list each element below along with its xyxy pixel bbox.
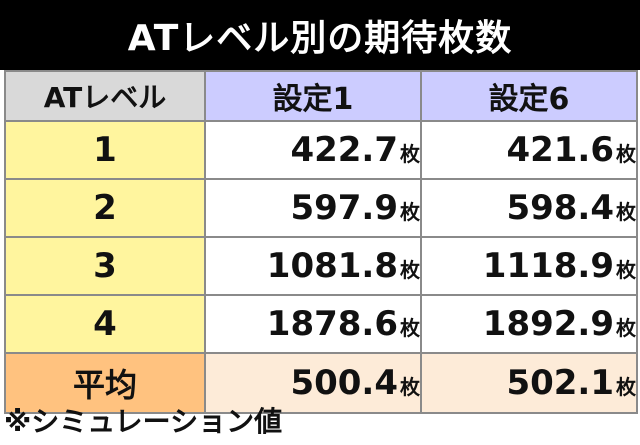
footnote: ※シミュレーション値: [4, 405, 283, 438]
setting6-value-cell: 1892.9 枚: [420, 294, 638, 354]
average-label-cell: 平均: [4, 352, 206, 414]
table-row: 2 597.9 枚 598.4 枚: [4, 178, 638, 238]
setting6-value-cell: 1118.9 枚: [420, 236, 638, 296]
average-setting6-cell: 502.1 枚: [420, 352, 638, 414]
unit-label: 枚: [616, 316, 636, 340]
setting6-value-cell: 598.4 枚: [420, 178, 638, 238]
value: 1878.6: [266, 304, 398, 344]
level-cell: 2: [4, 178, 206, 238]
page-title: ATレベル別の期待枚数: [0, 0, 640, 70]
value: 1081.8: [266, 246, 398, 286]
unit-label: 枚: [616, 142, 636, 166]
level-cell: 1: [4, 120, 206, 180]
value: 500.4: [290, 363, 398, 403]
table-row: 3 1081.8 枚 1118.9 枚: [4, 236, 638, 296]
value: 1892.9: [482, 304, 614, 344]
setting1-value-cell: 597.9 枚: [204, 178, 422, 238]
unit-label: 枚: [400, 316, 420, 340]
average-row: 平均 500.4 枚 502.1 枚: [4, 352, 638, 414]
setting1-value-cell: 422.7 枚: [204, 120, 422, 180]
value: 597.9: [290, 188, 398, 228]
unit-label: 枚: [400, 142, 420, 166]
unit-label: 枚: [400, 200, 420, 224]
level-cell: 3: [4, 236, 206, 296]
average-setting1-cell: 500.4 枚: [204, 352, 422, 414]
unit-label: 枚: [616, 375, 636, 399]
column-header-setting6: 設定6: [420, 70, 638, 122]
unit-label: 枚: [616, 200, 636, 224]
value: 598.4: [506, 188, 614, 228]
level-cell: 4: [4, 294, 206, 354]
setting1-value-cell: 1081.8 枚: [204, 236, 422, 296]
value: 1118.9: [482, 246, 614, 286]
table-row: 4 1878.6 枚 1892.9 枚: [4, 294, 638, 354]
column-header-level: ATレベル: [4, 70, 206, 122]
value: 421.6: [506, 130, 614, 170]
unit-label: 枚: [400, 375, 420, 399]
unit-label: 枚: [616, 258, 636, 282]
column-header-setting1: 設定1: [204, 70, 422, 122]
value: 502.1: [506, 363, 614, 403]
expected-medals-table: ATレベル 設定1 設定6 1 422.7 枚 421.6 枚 2 597.9 枚 5…: [4, 70, 638, 414]
value: 422.7: [290, 130, 398, 170]
setting6-value-cell: 421.6 枚: [420, 120, 638, 180]
setting1-value-cell: 1878.6 枚: [204, 294, 422, 354]
table-header-row: ATレベル 設定1 設定6: [4, 70, 638, 122]
unit-label: 枚: [400, 258, 420, 282]
table-row: 1 422.7 枚 421.6 枚: [4, 120, 638, 180]
